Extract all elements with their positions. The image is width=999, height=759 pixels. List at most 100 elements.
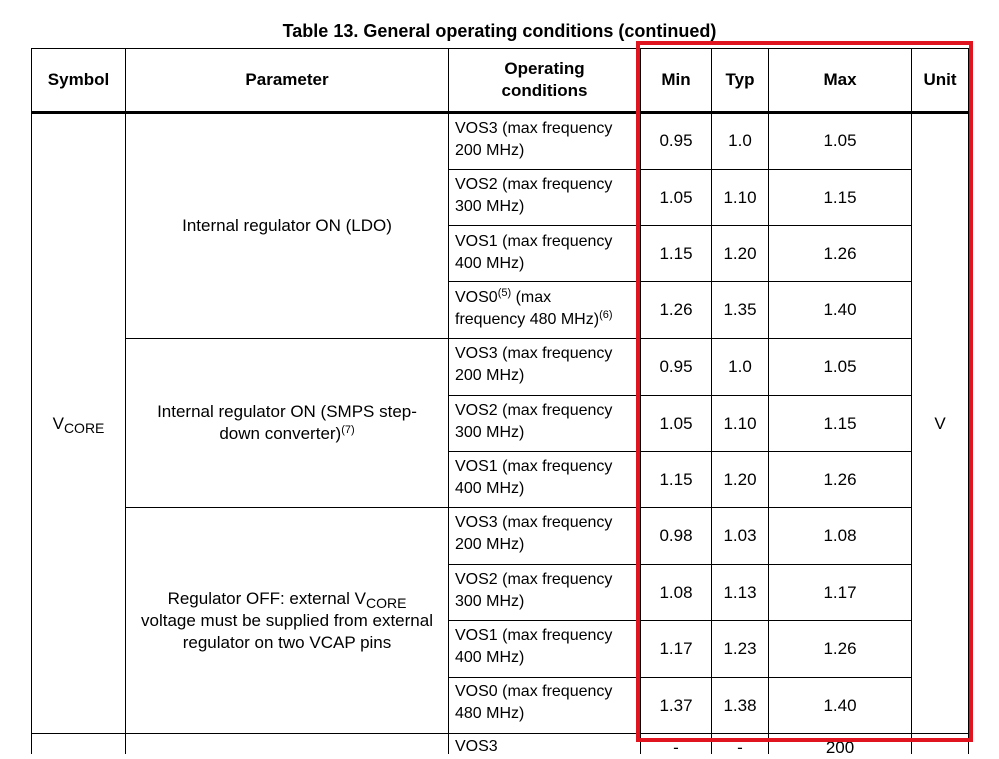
row-line [125,338,911,339]
max-value: 200 [825,738,855,757]
min-value: 1.05 [659,413,693,433]
typ-value: 1.35 [723,300,757,319]
typ-value: 1.13 [723,582,757,602]
condition-row-4: VOS0(5) (max frequency 480 MHz)(6) [455,287,637,331]
col-line [448,48,449,754]
max-value: 1.05 [823,357,857,376]
typ-value: - [737,738,743,757]
col-line [968,48,969,754]
condition-note: (6) [599,309,613,321]
parameter-off-l3: regulator on two VCAP pins [182,633,392,652]
condition-row-10: VOS1 (max frequency 400 MHz) [455,625,637,669]
typ-value: 1.20 [723,243,757,263]
symbol-subscript: CORE [63,419,105,436]
condition-l2: 300 MHz) [455,198,525,215]
min-value: 1.17 [659,639,693,658]
condition-l1: VOS3 (max frequency [455,120,613,137]
parameter-smps-note: (7) [341,424,355,436]
condition-note: (5) [497,287,512,299]
typ-value: 1.03 [723,526,757,545]
typ-value: 1.0 [728,357,752,376]
condition-l2: 300 MHz) [455,424,525,441]
condition-l2: 200 MHz) [455,142,525,159]
min-value: 0.95 [659,357,693,376]
min-value: - [673,738,679,757]
row-line [448,281,911,282]
row-line [448,451,911,452]
row-line [448,225,911,226]
min-value: 1.15 [659,469,693,489]
parameter-smps-l1: Internal regulator ON (SMPS step- [157,402,417,421]
min-value: 1.05 [659,187,693,207]
parameter-smps: Internal regulator ON (SMPS step- down c… [126,339,448,507]
condition-l1: VOS2 (max frequency [455,402,613,419]
row-line [448,677,911,678]
header-parameter: Parameter [245,70,329,89]
condition-row-9: VOS2 (max frequency 300 MHz) [455,569,637,613]
parameter-ldo: Internal regulator ON (LDO) [126,114,448,338]
condition-l2: 200 MHz) [455,367,525,384]
parameter-off-l1-sub: CORE [365,595,407,611]
typ-value: 1.23 [723,639,757,658]
row-line [125,507,911,508]
max-value: 1.26 [823,639,857,658]
condition-row-3: VOS1 (max frequency 400 MHz) [455,231,637,275]
condition-l2: 400 MHz) [455,480,525,497]
col-line [31,48,32,754]
max-value: 1.05 [823,130,857,150]
col-line [768,48,769,754]
condition-l1: VOS2 (max frequency [455,571,613,588]
max-value: 1.15 [823,413,857,433]
row-line [31,733,969,734]
condition-l2: 200 MHz) [455,536,525,553]
parameter-ldo-text: Internal regulator ON (LDO) [182,216,392,235]
col-line [125,48,126,754]
max-value: 1.15 [823,187,857,207]
condition-l1: VOS3 (max frequency [455,345,613,362]
condition-l1: VOS3 [455,738,498,755]
parameter-regulator-off: Regulator OFF: external VCORE voltage mu… [126,508,448,733]
condition-row-5: VOS3 (max frequency 200 MHz) [455,343,637,387]
typ-value: 1.0 [728,130,752,150]
header-operating-conditions: Operating conditions [449,49,640,111]
condition-l1-rest: (max [511,289,552,306]
min-value: 1.15 [659,243,693,263]
max-value: 1.40 [823,695,857,715]
condition-l1: VOS2 (max frequency [455,176,613,193]
row-line [448,169,911,170]
condition-l1: VOS0 (max frequency [455,683,613,700]
condition-l2: 480 MHz) [455,705,525,722]
header-operating-conditions-l2: conditions [501,81,588,100]
condition-l1: VOS3 (max frequency [455,514,613,531]
header-unit: Unit [923,70,957,89]
condition-row-12: VOS3 [455,736,637,758]
table-title: Table 13. General operating conditions (… [282,21,717,41]
condition-l2: 400 MHz) [455,255,525,272]
condition-l1: VOS1 (max frequency [455,233,613,250]
header-symbol: Symbol [47,70,110,89]
symbol-vcore: VCORE [32,114,125,733]
condition-row-11: VOS0 (max frequency 480 MHz) [455,681,637,725]
row-line [448,620,911,621]
condition-l1: VOS1 (max frequency [455,627,613,644]
condition-l1: VOS0 [455,289,498,306]
condition-row-7: VOS1 (max frequency 400 MHz) [455,456,637,500]
col-line [911,48,912,754]
max-value: 1.40 [823,300,857,319]
parameter-smps-l2: down converter) [219,424,342,443]
header-min: Min [661,70,691,89]
header-operating-conditions-l1: Operating [504,59,585,78]
typ-value: 1.10 [723,413,757,433]
highlight-box [636,41,973,742]
condition-l2: frequency 480 MHz) [455,311,600,328]
header-max: Max [823,70,857,89]
min-value: 1.26 [659,300,693,319]
condition-row-2: VOS2 (max frequency 300 MHz) [455,174,637,218]
condition-row-1: VOS3 (max frequency 200 MHz) [455,118,637,162]
symbol-main: V [52,413,64,433]
col-line [711,48,712,754]
min-value: 1.08 [659,582,693,602]
row-line [448,395,911,396]
header-bottom-border [31,111,969,114]
min-value: 0.95 [659,130,693,150]
